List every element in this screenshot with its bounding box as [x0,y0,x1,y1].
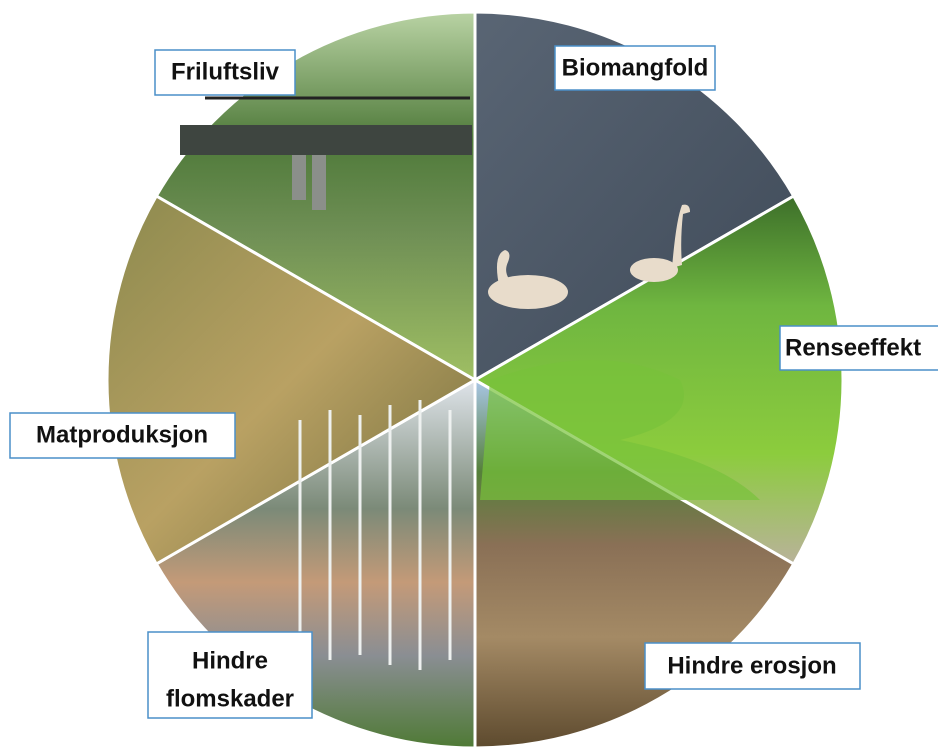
services-wheel: Friluftsliv Biomangfold Renseeffekt Hind… [0,0,938,754]
segment-label: Biomangfold [562,54,709,81]
segment-label: Hindre erosjon [667,652,836,679]
segment-label: Friluftsliv [171,58,280,85]
segment-label: Renseeffekt [785,334,921,361]
segment-label: Matproduksjon [36,421,208,448]
segment-label: Hindre [192,647,268,674]
page: Friluftsliv Biomangfold Renseeffekt Hind… [0,0,938,754]
segment-label: flomskader [166,685,294,712]
